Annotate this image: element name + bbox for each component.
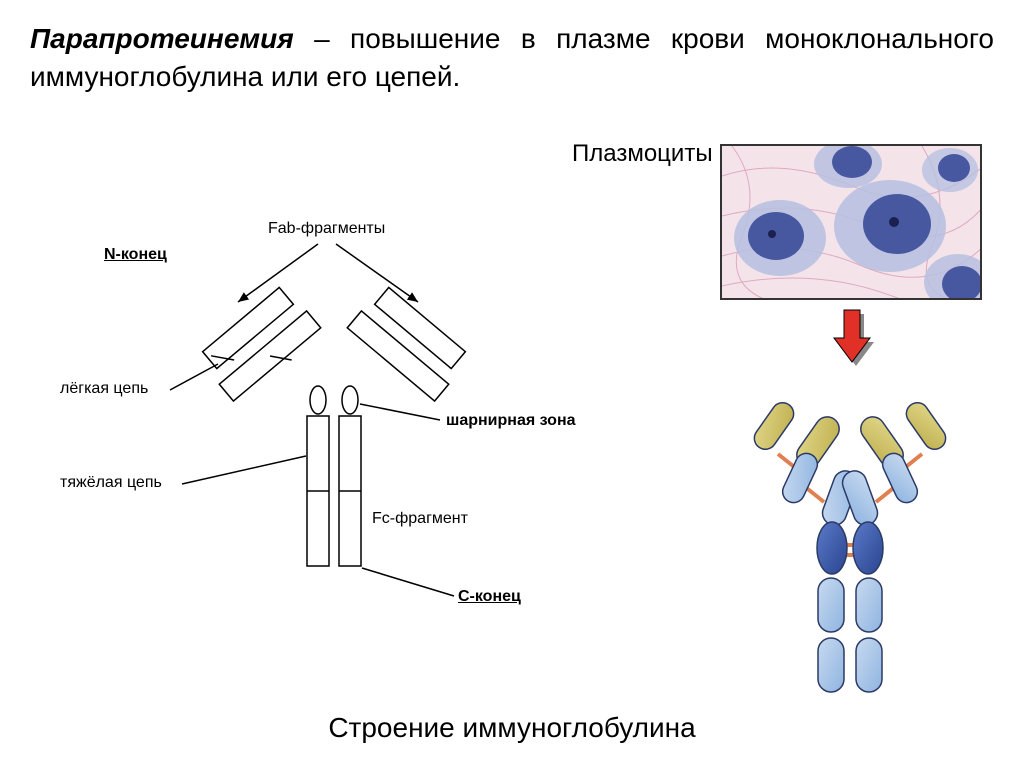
label-hinge: шарнирная зона — [446, 412, 576, 430]
schematic-antibody: N-конец Fab-фрагменты лёгкая цепь тяжёла… — [60, 216, 620, 636]
caption: Строение иммуноглобулина — [0, 712, 1024, 744]
label-c-end: С-конец — [458, 588, 521, 606]
hinge-right — [342, 386, 358, 414]
plasmocytes-label: Плазмоциты — [572, 140, 713, 168]
label-n-end: N-конец — [104, 246, 167, 264]
label-light-chain: лёгкая цепь — [60, 380, 148, 398]
title-paragraph: Парапротеинемия – повышение в плазме кро… — [30, 20, 994, 96]
cell-2 — [834, 180, 946, 272]
fc-left — [307, 416, 329, 566]
fc-right — [339, 416, 361, 566]
hinge-left — [310, 386, 326, 414]
label-fab: Fab-фрагменты — [268, 220, 385, 238]
label-heavy-chain: тяжёлая цепь — [60, 474, 162, 492]
label-fc: Fc-фрагмент — [372, 510, 468, 528]
cell-1 — [734, 200, 826, 276]
plasmocytes-micrograph — [720, 144, 982, 300]
arrow-down-icon — [828, 308, 876, 373]
cell-5 — [922, 148, 978, 192]
term: Парапротеинемия — [30, 23, 294, 54]
color-antibody — [700, 370, 1000, 710]
